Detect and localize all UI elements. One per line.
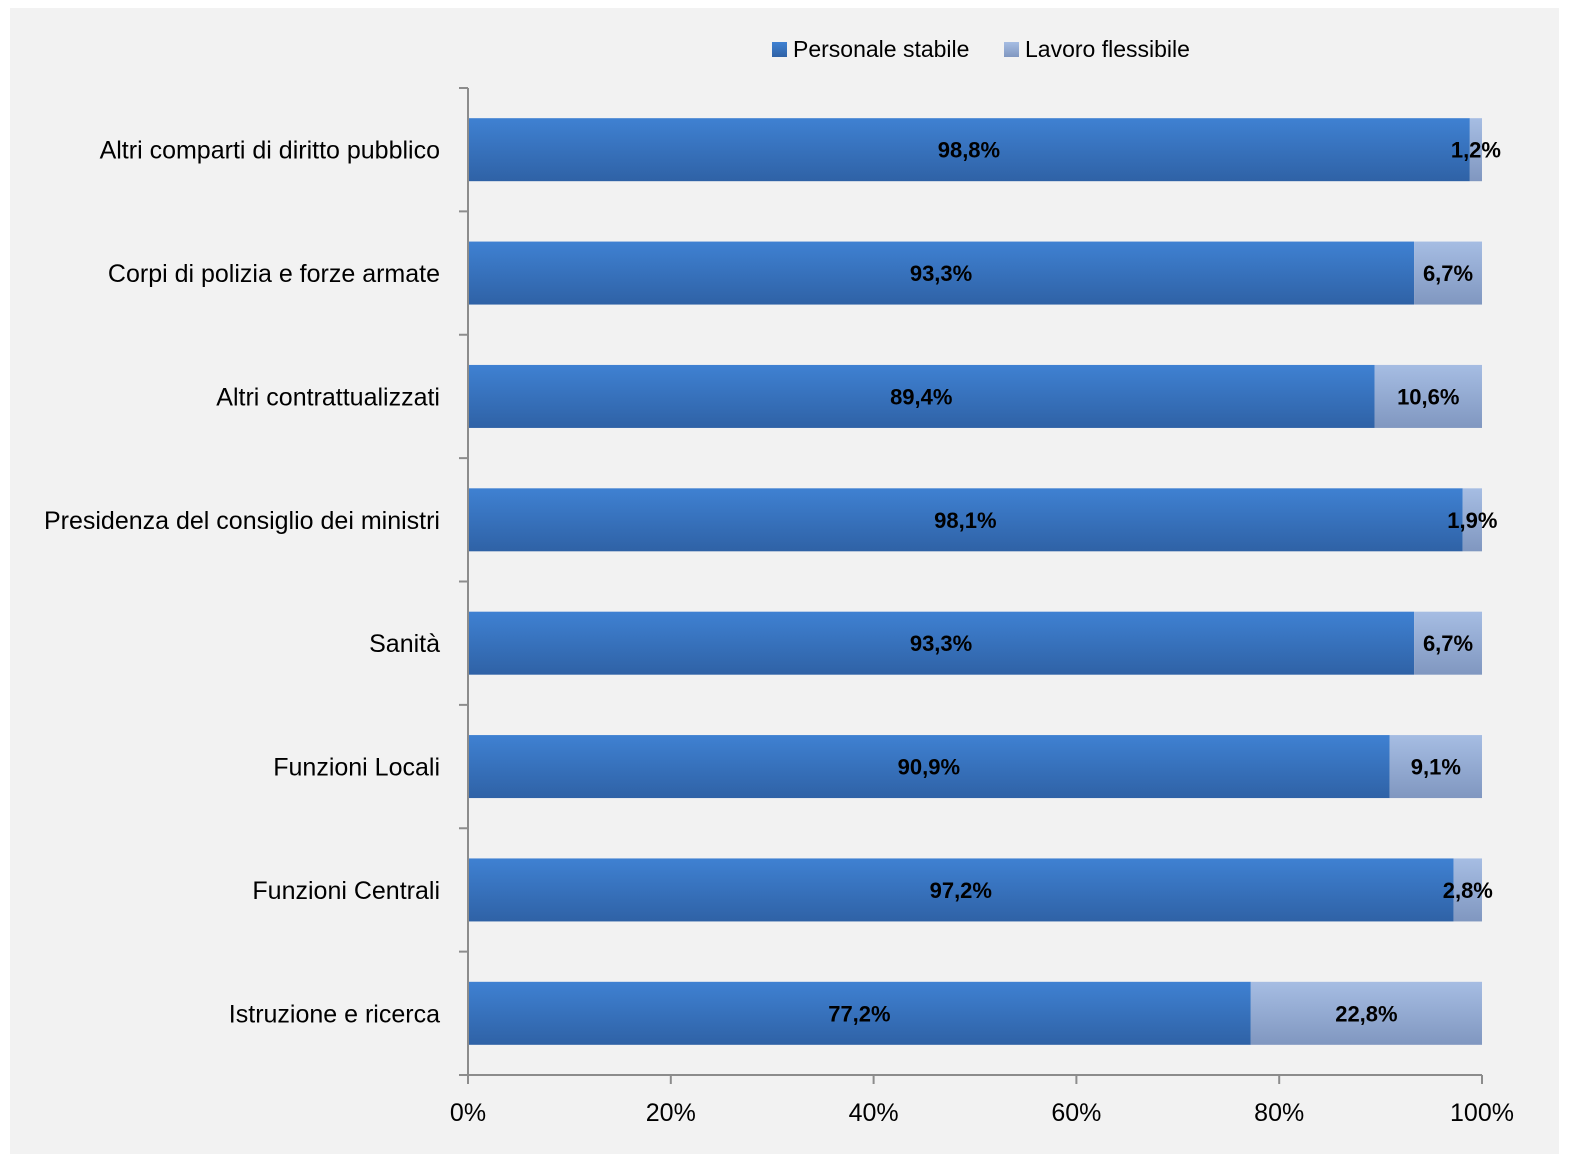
category-label-funzioni-locali: Funzioni Locali: [273, 754, 440, 782]
data-label-personale-stabile-funzioni-centrali: 97,2%: [930, 878, 992, 903]
bar-personale-stabile-corpi-di-polizia-e-forze-armate: [468, 241, 1415, 305]
legend-label-personale-stabile: Personale stabile: [793, 36, 969, 62]
bar-personale-stabile-sanita: [468, 611, 1415, 675]
data-label-personale-stabile-funzioni-locali: 90,9%: [898, 755, 960, 780]
category-label-istruzione-e-ricerca: Istruzione e ricerca: [229, 1000, 440, 1028]
bar-lavoro-flessibile-funzioni-centrali: [1453, 858, 1482, 922]
data-label-lavoro-flessibile-presidenza-del-consiglio-dei-ministri: 1,9%: [1447, 508, 1497, 533]
data-label-personale-stabile-istruzione-e-ricerca: 77,2%: [828, 1001, 890, 1026]
legend-swatch-personale-stabile: [772, 42, 787, 57]
data-label-lavoro-flessibile-altri-comparti-di-diritto-pubblico: 1,2%: [1451, 138, 1501, 163]
data-label-lavoro-flessibile-funzioni-centrali: 2,8%: [1443, 878, 1493, 903]
bar-lavoro-flessibile-funzioni-locali: [1389, 735, 1482, 799]
data-label-personale-stabile-presidenza-del-consiglio-dei-ministri: 98,1%: [934, 508, 996, 533]
data-label-personale-stabile-corpi-di-polizia-e-forze-armate: 93,3%: [910, 261, 972, 286]
bar-personale-stabile-istruzione-e-ricerca: [468, 981, 1251, 1045]
x-tick-label-100: 100%: [1450, 1099, 1514, 1127]
x-tick-labels: 0% 20% 40% 60% 80% 100%: [450, 1099, 1514, 1127]
category-labels: Altri comparti di diritto pubblico Corpi …: [44, 137, 440, 1029]
data-label-lavoro-flessibile-funzioni-locali: 9,1%: [1411, 755, 1461, 780]
category-label-sanita: Sanità: [369, 630, 440, 658]
bar-lavoro-flessibile-sanita: [1414, 611, 1482, 675]
bar-personale-stabile-funzioni-locali: [468, 735, 1390, 799]
bar-personale-stabile-altri-contrattualizzati: [468, 364, 1375, 428]
data-label-lavoro-flessibile-sanita: 6,7%: [1423, 631, 1473, 656]
bar-personale-stabile-altri-comparti-di-diritto-pubblico: [468, 118, 1470, 182]
chart-area-background: [10, 8, 1559, 1154]
bar-lavoro-flessibile-altri-comparti-di-diritto-pubblico: [1469, 118, 1482, 182]
category-label-corpi-di-polizia-e-forze-armate: Corpi di polizia e forze armate: [108, 260, 440, 288]
x-tick-label-60: 60%: [1051, 1099, 1101, 1127]
legend: Personale stabile Lavoro flessibile: [772, 36, 1190, 62]
data-label-lavoro-flessibile-istruzione-e-ricerca: 22,8%: [1335, 1001, 1397, 1026]
bars: [468, 118, 1482, 1045]
category-label-presidenza-del-consiglio-dei-ministri: Presidenza del consiglio dei ministri: [44, 507, 440, 535]
bar-lavoro-flessibile-istruzione-e-ricerca: [1250, 981, 1482, 1045]
x-tick-label-0: 0%: [450, 1099, 486, 1127]
category-label-funzioni-centrali: Funzioni Centrali: [252, 877, 440, 905]
bar-lavoro-flessibile-altri-contrattualizzati: [1374, 364, 1482, 428]
bar-personale-stabile-funzioni-centrali: [468, 858, 1454, 922]
legend-swatch-lavoro-flessibile: [1004, 42, 1019, 57]
x-tick-label-20: 20%: [646, 1099, 696, 1127]
data-label-lavoro-flessibile-corpi-di-polizia-e-forze-armate: 6,7%: [1423, 261, 1473, 286]
x-tick-label-40: 40%: [849, 1099, 899, 1127]
bar-personale-stabile-presidenza-del-consiglio-dei-ministri: [468, 488, 1463, 552]
data-label-personale-stabile-sanita: 93,3%: [910, 631, 972, 656]
legend-label-lavoro-flessibile: Lavoro flessibile: [1025, 36, 1190, 62]
data-label-personale-stabile-altri-contrattualizzati: 89,4%: [890, 384, 952, 409]
data-label-personale-stabile-altri-comparti-di-diritto-pubblico: 98,8%: [938, 138, 1000, 163]
data-label-lavoro-flessibile-altri-contrattualizzati: 10,6%: [1397, 384, 1459, 409]
x-tick-label-80: 80%: [1254, 1099, 1304, 1127]
bar-lavoro-flessibile-corpi-di-polizia-e-forze-armate: [1414, 241, 1482, 305]
category-label-altri-contrattualizzati: Altri contrattualizzati: [216, 383, 440, 411]
bar-lavoro-flessibile-presidenza-del-consiglio-dei-ministri: [1462, 488, 1482, 552]
data-labels: 98,8% 1,2% 93,3% 6,7% 89,4% 10,6% 98,1% 1,9% 93,…: [828, 138, 1501, 1027]
category-label-altri-comparti-di-diritto-pubblico: Altri comparti di diritto pubblico: [100, 137, 440, 165]
axes: [459, 87, 1483, 1084]
